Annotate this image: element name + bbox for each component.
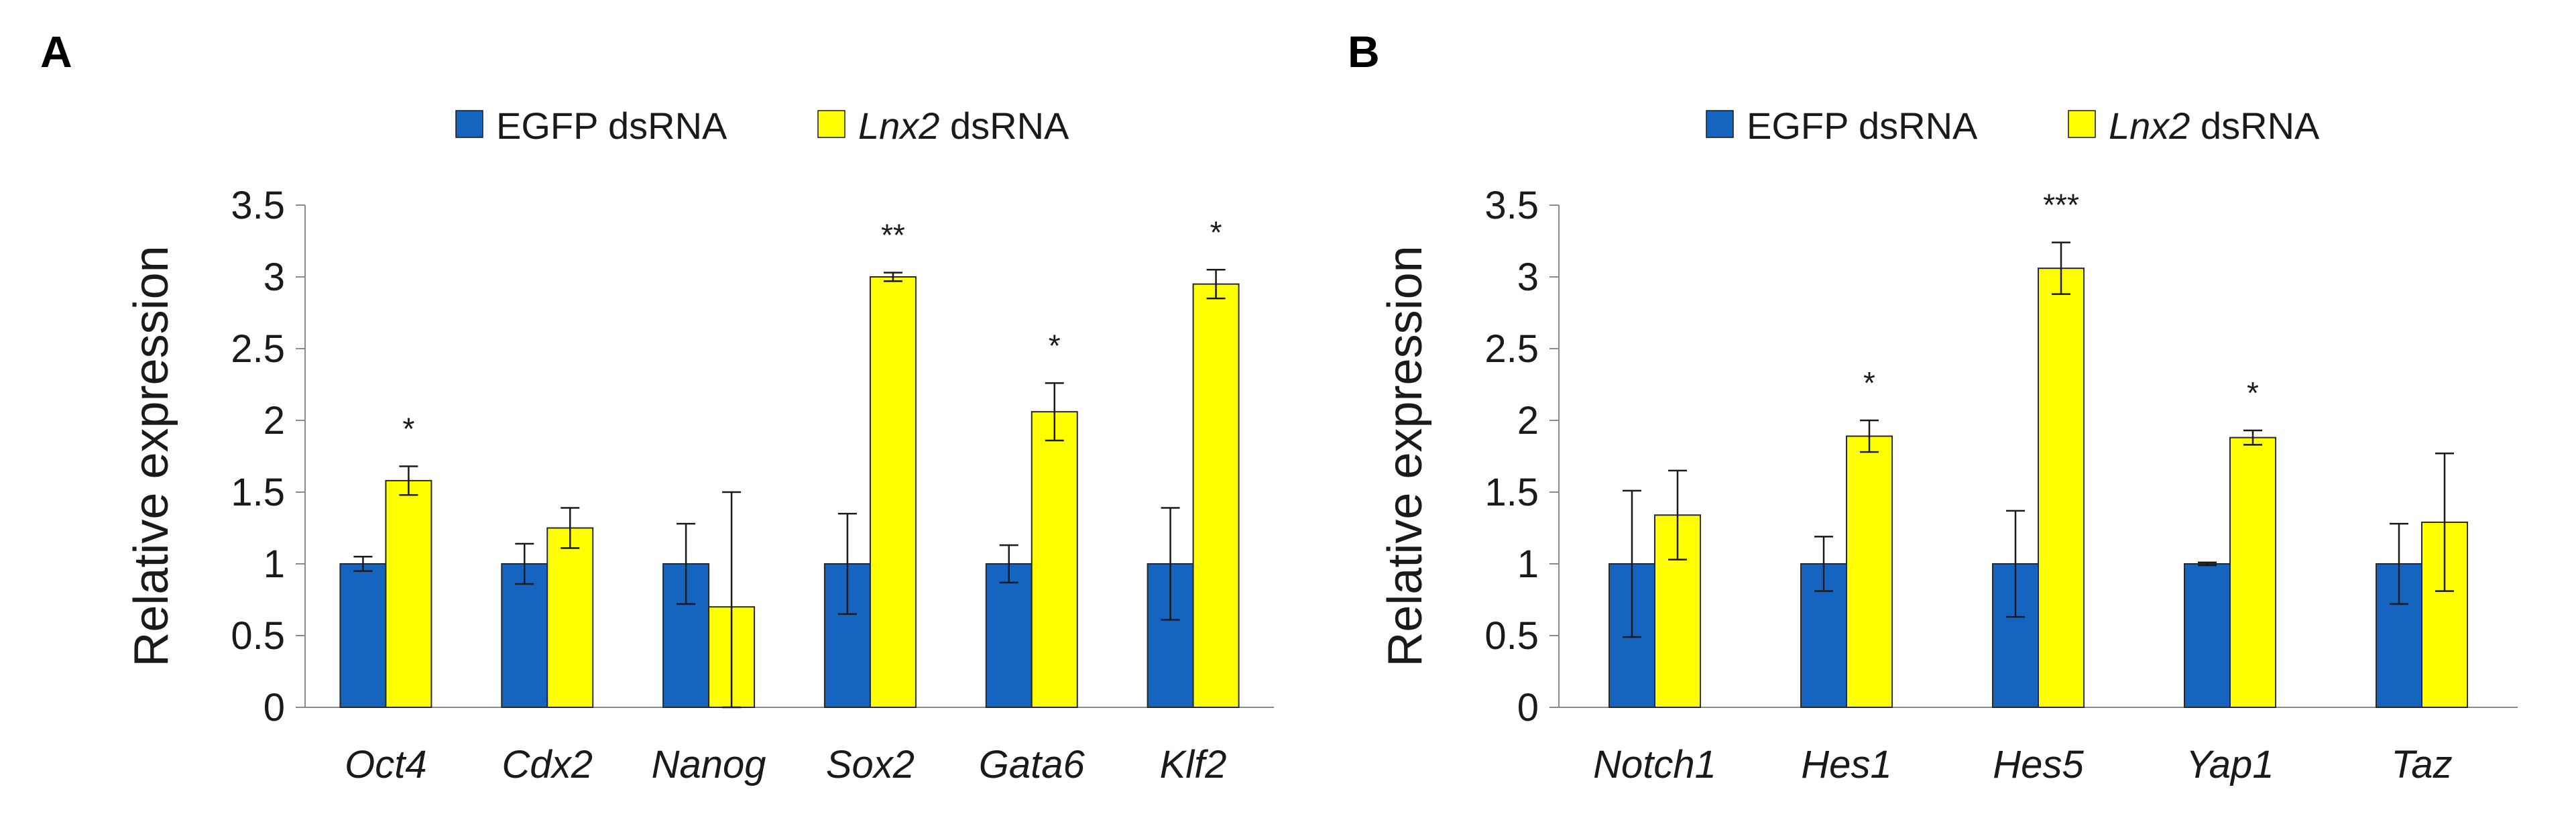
y-tick-label: 2.5: [231, 327, 285, 371]
y-tick-label: 0: [1517, 686, 1539, 729]
y-tick-label: 3: [1517, 255, 1539, 299]
legend: EGFP dsRNA Lnx2 dsRNA: [455, 105, 1069, 147]
bar-lnx2: [546, 527, 594, 708]
category-label: Klf2: [1160, 743, 1227, 786]
category-label: Notch1: [1593, 743, 1716, 786]
y-tick-label: 3: [264, 255, 285, 299]
category-label: Oct4: [345, 743, 427, 786]
y-tick-label: 0.5: [1484, 614, 1539, 658]
bar-group: *: [1147, 215, 1240, 708]
significance-marker: *: [2247, 375, 2259, 410]
panel-letter: A: [40, 27, 72, 76]
category-label: Cdx2: [502, 743, 593, 786]
bar-lnx2: [1846, 435, 1893, 708]
bar-group: [2376, 452, 2468, 708]
bar-group: [662, 491, 756, 709]
bar-group: *: [2184, 375, 2276, 708]
legend-swatch: [2068, 110, 2096, 138]
bar-group: *: [339, 411, 432, 708]
legend-label: Lnx2 dsRNA: [858, 105, 1069, 147]
legend-label: Lnx2 dsRNA: [2109, 105, 2320, 147]
bar-egfp: [501, 563, 548, 708]
y-tick-label: 0: [264, 686, 285, 729]
y-tick-label: 0.5: [231, 614, 285, 658]
bar-egfp: [985, 563, 1033, 708]
bar-lnx2: [869, 276, 917, 708]
legend-suffix: dsRNA: [939, 105, 1069, 147]
bar-lnx2: [1031, 411, 1078, 708]
bar-group: **: [823, 218, 917, 708]
legend-gene: Lnx2: [2109, 105, 2190, 147]
bar-lnx2: [2229, 436, 2276, 708]
y-tick-label: 1.5: [231, 471, 285, 514]
panel-letter: B: [1348, 27, 1380, 76]
legend-swatch: [817, 110, 845, 138]
y-axis: 0 0.5 1 1.5 2 2.5 3 3.5: [1484, 184, 1560, 729]
chart-panel-b: B EGFP dsRNA Lnx2 dsRNA Relative expression…: [1348, 27, 2518, 786]
legend-suffix: EGFP dsRNA: [1747, 105, 1978, 147]
y-tick-label: 3.5: [1484, 184, 1539, 227]
significance-marker: *: [402, 411, 414, 446]
significance-marker: *: [1049, 328, 1061, 363]
y-tick-label: 2: [1517, 399, 1539, 442]
category-label: Hes5: [1993, 743, 2084, 786]
legend-label: EGFP dsRNA: [1747, 105, 1978, 147]
significance-marker: *: [1863, 365, 1875, 400]
bar-lnx2: [385, 479, 432, 708]
category-label: Nanog: [652, 743, 766, 786]
bar-egfp: [339, 563, 387, 708]
y-tick-label: 1.5: [1484, 471, 1539, 514]
y-tick-label: 1: [1517, 542, 1539, 586]
significance-marker: **: [881, 218, 905, 253]
bar-group: ***: [1992, 188, 2085, 709]
y-tick-label: 2: [264, 399, 285, 442]
legend-label: EGFP dsRNA: [496, 105, 727, 147]
category-label: Sox2: [826, 743, 915, 786]
bar-egfp: [2184, 563, 2231, 708]
category-label: Taz: [2391, 743, 2452, 786]
bar-group: *: [1800, 365, 1893, 708]
bar-lnx2: [2038, 268, 2085, 709]
y-tick-label: 2.5: [1484, 327, 1539, 371]
legend: EGFP dsRNA Lnx2 dsRNA: [1706, 105, 2320, 147]
y-tick-label: 1: [264, 542, 285, 586]
chart-panel-a: A EGFP dsRNA Lnx2 dsRNA Relative expression…: [40, 27, 1274, 786]
legend-gene: Lnx2: [858, 105, 939, 147]
category-label: Gata6: [979, 743, 1086, 786]
significance-marker: ***: [2043, 188, 2079, 223]
bar-lnx2: [1192, 283, 1240, 708]
y-axis: 0 0.5 1 1.5 2 2.5 3 3.5: [231, 184, 306, 729]
y-axis-label: Relative expression: [125, 245, 178, 666]
significance-marker: *: [1210, 215, 1222, 249]
bar-group: *: [985, 328, 1078, 708]
category-label: Hes1: [1801, 743, 1891, 786]
legend-suffix: EGFP dsRNA: [496, 105, 727, 147]
legend-swatch: [1706, 110, 1734, 138]
category-label: Yap1: [2186, 743, 2274, 786]
legend-suffix: dsRNA: [2190, 105, 2320, 147]
bar-group: [501, 507, 594, 708]
y-axis-label: Relative expression: [1379, 245, 1432, 666]
bar-group: [1608, 469, 1701, 708]
y-tick-label: 3.5: [231, 184, 285, 227]
legend-swatch: [455, 110, 483, 138]
